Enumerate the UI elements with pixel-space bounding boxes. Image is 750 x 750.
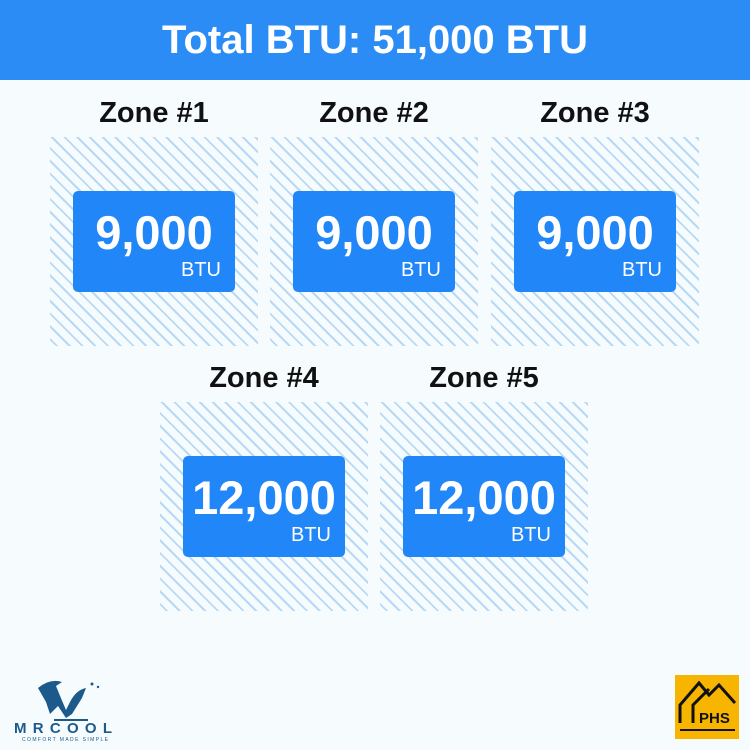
zone-title: Zone #2 bbox=[319, 97, 429, 129]
zone-title: Zone #4 bbox=[209, 362, 319, 394]
btu-card: 9,000 BTU bbox=[73, 191, 235, 292]
zone-title: Zone #1 bbox=[99, 97, 209, 129]
btu-unit: BTU bbox=[401, 259, 441, 281]
phs-logo: PHS bbox=[675, 675, 739, 739]
btu-card: 9,000 BTU bbox=[514, 191, 676, 292]
mrcool-logo: MRCOOL COMFORT MADE SIMPLE bbox=[10, 670, 120, 745]
btu-value: 9,000 bbox=[536, 206, 654, 259]
svg-text:PHS: PHS bbox=[699, 710, 730, 727]
btu-unit: BTU bbox=[181, 259, 221, 281]
btu-unit: BTU bbox=[622, 259, 662, 281]
svg-text:MRCOOL: MRCOOL bbox=[14, 720, 112, 737]
svg-text:COMFORT MADE SIMPLE: COMFORT MADE SIMPLE bbox=[22, 737, 109, 743]
btu-value: 12,000 bbox=[412, 471, 556, 524]
btu-card: 12,000 BTU bbox=[183, 456, 345, 557]
page-title: Total BTU: 51,000 BTU bbox=[0, 0, 750, 80]
house-icon: PHS bbox=[678, 680, 737, 731]
btu-card: 12,000 BTU bbox=[403, 456, 565, 557]
btu-card: 9,000 BTU bbox=[293, 191, 455, 292]
zone-title: Zone #5 bbox=[429, 362, 539, 394]
btu-value: 9,000 bbox=[315, 206, 433, 259]
btu-unit: BTU bbox=[511, 524, 551, 546]
btu-value: 9,000 bbox=[95, 206, 213, 259]
btu-value: 12,000 bbox=[192, 471, 336, 524]
polar-bear-icon: MRCOOL COMFORT MADE SIMPLE bbox=[14, 680, 112, 743]
btu-unit: BTU bbox=[291, 524, 331, 546]
zone-title: Zone #3 bbox=[540, 97, 650, 129]
